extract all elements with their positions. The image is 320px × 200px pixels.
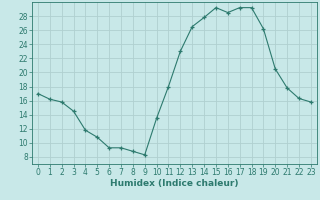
X-axis label: Humidex (Indice chaleur): Humidex (Indice chaleur) xyxy=(110,179,239,188)
